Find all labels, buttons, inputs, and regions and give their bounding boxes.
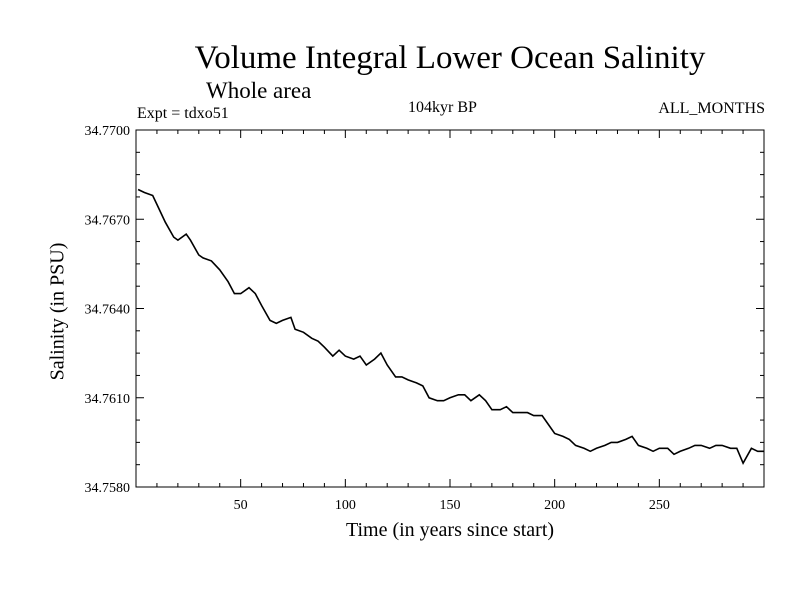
experiment-label: Expt = tdxo51 <box>137 105 229 122</box>
x-tick-label: 50 <box>234 498 248 513</box>
x-axis-label: Time (in years since start) <box>345 519 555 541</box>
y-tick-label: 34.7670 <box>85 213 131 228</box>
y-tick-label: 34.7700 <box>85 124 131 139</box>
y-tick-label: 34.7640 <box>85 303 131 318</box>
period-label: 104kyr BP <box>408 99 477 116</box>
x-tick-label: 100 <box>335 498 356 513</box>
x-tick-label: 200 <box>544 498 565 513</box>
y-tick-label: 34.7610 <box>85 392 131 407</box>
chart-subtitle: Whole area <box>206 78 312 103</box>
x-tick-label: 150 <box>440 498 461 513</box>
months-label: ALL_MONTHS <box>658 100 765 117</box>
chart-title: Volume Integral Lower Ocean Salinity <box>194 40 706 76</box>
plot-frame <box>135 129 765 488</box>
y-tick-label: 34.7580 <box>85 481 131 496</box>
tick-labels: 50 100 150 200 250 34.7580 34.7610 34.7640 34.76… <box>85 124 670 513</box>
series-line-salinity <box>137 188 764 466</box>
axis-ticks <box>136 130 764 487</box>
x-tick-label: 250 <box>649 498 670 513</box>
